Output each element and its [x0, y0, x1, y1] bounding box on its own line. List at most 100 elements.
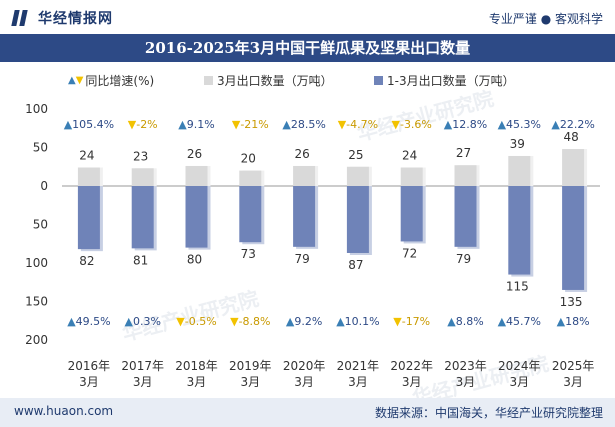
- cumulative-bar: [77, 186, 100, 250]
- march-growth-label: ▲45.3%: [498, 118, 541, 131]
- cumulative-value-label: 80: [187, 253, 202, 267]
- chart-plot: 100 50 0 50 100 150 200 24 82 ▲105.4% ▲49.5% 2016年 3…: [25, 102, 600, 389]
- march-value-label: 20: [241, 152, 256, 166]
- march-value-label: 25: [348, 148, 363, 162]
- down-triangle-icon: ▼: [75, 75, 84, 86]
- march-bar: [131, 168, 154, 186]
- cumulative-value-label: 81: [133, 253, 148, 267]
- y-tick-label: 50: [33, 218, 48, 232]
- cumulative-bar: [454, 186, 477, 247]
- footer: www.huaon.com 数据来源：中国海关，华经产业研究院整理: [0, 398, 615, 427]
- cumulative-growth-label: ▲10.1%: [336, 315, 379, 328]
- march-value-label: 24: [79, 149, 94, 163]
- x-tick-label: 2016年: [68, 359, 111, 373]
- cumulative-value-label: 135: [560, 295, 583, 309]
- march-value-label: 26: [294, 147, 309, 161]
- cumulative-value-label: 72: [402, 246, 417, 260]
- cumulative-growth-label: ▼-0.5%: [176, 315, 216, 328]
- cumulative-growth-label: ▲8.8%: [447, 315, 483, 328]
- brand-name: 华经情报网: [38, 11, 113, 27]
- chart-legend: ▲ ▼ 同比增速(%) 3月出口数量（万吨） 1-3月出口数量（万吨）: [0, 72, 615, 92]
- march-value-label: 26: [187, 147, 202, 161]
- x-tick-label: 3月: [79, 375, 99, 389]
- cumulative-value-label: 73: [241, 247, 256, 261]
- march-value-label: 23: [133, 149, 148, 163]
- cumulative-growth-label: ▼-8.8%: [230, 315, 270, 328]
- x-tick-label: 3月: [294, 375, 314, 389]
- march-value-label: 24: [402, 149, 417, 163]
- legend-march: 3月出口数量（万吨）: [204, 72, 333, 89]
- x-tick-label: 3月: [348, 375, 368, 389]
- x-tick-label: 3月: [509, 375, 529, 389]
- top-bar: 华经情报网 专业严谨 ● 客观科学: [0, 0, 615, 34]
- x-tick-label: 2020年: [283, 359, 326, 373]
- cumulative-growth-label: ▼-17%: [393, 315, 430, 328]
- march-value-label: 39: [510, 137, 525, 151]
- march-bar: [293, 165, 316, 186]
- x-tick-label: 2019年: [229, 359, 272, 373]
- march-growth-label: ▼-21%: [232, 118, 269, 131]
- cumulative-bar: [400, 186, 423, 242]
- cumulative-growth-label: ▲49.5%: [67, 315, 110, 328]
- cumulative-bar: [346, 186, 369, 253]
- cumulative-growth-label: ▲9.2%: [286, 315, 322, 328]
- march-growth-label: ▲28.5%: [282, 118, 325, 131]
- march-growth-label: ▲12.8%: [444, 118, 487, 131]
- cumulative-bar: [293, 186, 316, 247]
- march-growth-label: ▲22.2%: [551, 118, 594, 131]
- cumulative-growth-label: ▲18%: [557, 315, 590, 328]
- data-source: 数据来源：中国海关，华经产业研究院整理: [374, 406, 603, 420]
- cumulative-bar: [131, 186, 154, 249]
- legend-growth: ▲ ▼ 同比增速(%): [68, 72, 154, 89]
- cumulative-value-label: 115: [506, 280, 529, 294]
- y-tick-label: 0: [40, 179, 48, 193]
- march-bar: [508, 155, 531, 186]
- x-tick-label: 3月: [187, 375, 207, 389]
- march-bar: [346, 166, 369, 186]
- cumulative-value-label: 82: [79, 254, 94, 268]
- up-triangle-icon: ▲: [68, 75, 76, 86]
- cumulative-bar: [508, 186, 531, 275]
- x-tick-label: 2023年: [444, 359, 487, 373]
- cumulative-growth-label: ▲0.3%: [124, 315, 160, 328]
- legend-march-label: 3月出口数量（万吨）: [217, 74, 333, 88]
- march-value-label: 27: [456, 146, 471, 160]
- x-tick-label: 2017年: [121, 359, 164, 373]
- cumulative-bar: [239, 186, 262, 243]
- march-value-label: 48: [563, 130, 578, 144]
- y-tick-label: 50: [33, 141, 48, 155]
- cumulative-bar: [185, 186, 208, 248]
- x-tick-label: 3月: [402, 375, 422, 389]
- cumulative-value-label: 79: [456, 252, 471, 266]
- march-bar: [562, 149, 585, 186]
- x-tick-label: 3月: [240, 375, 260, 389]
- legend-growth-label: 同比增速(%): [85, 74, 155, 88]
- cumulative-value-label: 79: [294, 252, 309, 266]
- x-tick-label: 2021年: [337, 359, 380, 373]
- x-tick-label: 3月: [133, 375, 153, 389]
- x-tick-label: 3月: [456, 375, 476, 389]
- march-growth-label: ▼-3.6%: [392, 118, 432, 131]
- y-tick-label: 200: [25, 333, 48, 347]
- legend-march-swatch: [204, 76, 213, 85]
- x-tick-label: 2025年: [552, 359, 595, 373]
- cumulative-value-label: 87: [348, 258, 363, 272]
- legend-cumulative-label: 1-3月出口数量（万吨）: [387, 74, 515, 88]
- march-growth-label: ▲9.1%: [178, 118, 214, 131]
- march-bar: [77, 167, 100, 186]
- legend-cumulative: 1-3月出口数量（万吨）: [374, 72, 515, 89]
- march-growth-label: ▲105.4%: [64, 118, 114, 131]
- y-tick-label: 100: [25, 102, 48, 116]
- march-growth-label: ▼-2%: [128, 118, 158, 131]
- cumulative-growth-label: ▲45.7%: [498, 315, 541, 328]
- x-tick-label: 2024年: [498, 359, 541, 373]
- tagline: 专业严谨 ● 客观科学: [488, 12, 603, 26]
- brand-logo[interactable]: 华经情报网: [10, 8, 113, 28]
- x-tick-label: 2022年: [390, 359, 433, 373]
- march-bar: [239, 170, 262, 186]
- website-link[interactable]: www.huaon.com: [14, 404, 114, 418]
- march-bar: [454, 165, 477, 186]
- x-tick-label: 3月: [563, 375, 583, 389]
- cumulative-bar: [562, 186, 585, 290]
- march-bar: [185, 165, 208, 186]
